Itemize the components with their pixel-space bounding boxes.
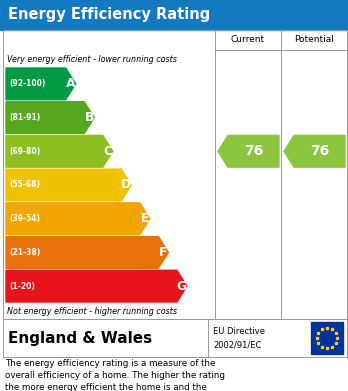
Text: D: D [121, 179, 132, 192]
Text: Very energy efficient - lower running costs: Very energy efficient - lower running co… [7, 54, 177, 63]
Text: (69-80): (69-80) [9, 147, 40, 156]
Text: Not energy efficient - higher running costs: Not energy efficient - higher running co… [7, 307, 177, 316]
Text: 76: 76 [244, 144, 263, 158]
Text: C: C [103, 145, 112, 158]
Text: F: F [159, 246, 168, 259]
Bar [3, 319, 347, 357]
Polygon shape [6, 169, 131, 201]
Text: (39-54): (39-54) [9, 214, 40, 223]
Text: (55-68): (55-68) [9, 181, 40, 190]
Bar [0, 0, 348, 30]
Bar [311, 322, 343, 354]
Text: Potential: Potential [294, 36, 334, 45]
Bar [3, 30, 347, 319]
Text: E: E [141, 212, 149, 225]
Text: Current: Current [231, 36, 265, 45]
Polygon shape [6, 68, 76, 100]
Polygon shape [218, 135, 279, 167]
Text: (21-38): (21-38) [9, 248, 40, 257]
Text: England & Wales: England & Wales [8, 330, 152, 346]
Text: (92-100): (92-100) [9, 79, 45, 88]
Polygon shape [6, 270, 187, 302]
Text: A: A [66, 77, 76, 90]
Polygon shape [6, 203, 150, 235]
Text: The energy efficiency rating is a measure of the
overall efficiency of a home. T: The energy efficiency rating is a measur… [5, 359, 225, 391]
Text: (1-20): (1-20) [9, 282, 35, 291]
Polygon shape [6, 102, 94, 133]
Polygon shape [6, 135, 113, 167]
Text: (81-91): (81-91) [9, 113, 40, 122]
Polygon shape [6, 237, 168, 268]
Polygon shape [284, 135, 345, 167]
Text: Energy Efficiency Rating: Energy Efficiency Rating [8, 7, 210, 23]
Text: EU Directive: EU Directive [213, 326, 265, 335]
Text: 76: 76 [310, 144, 329, 158]
Text: G: G [177, 280, 187, 292]
Text: B: B [85, 111, 94, 124]
Text: 2002/91/EC: 2002/91/EC [213, 340, 261, 349]
